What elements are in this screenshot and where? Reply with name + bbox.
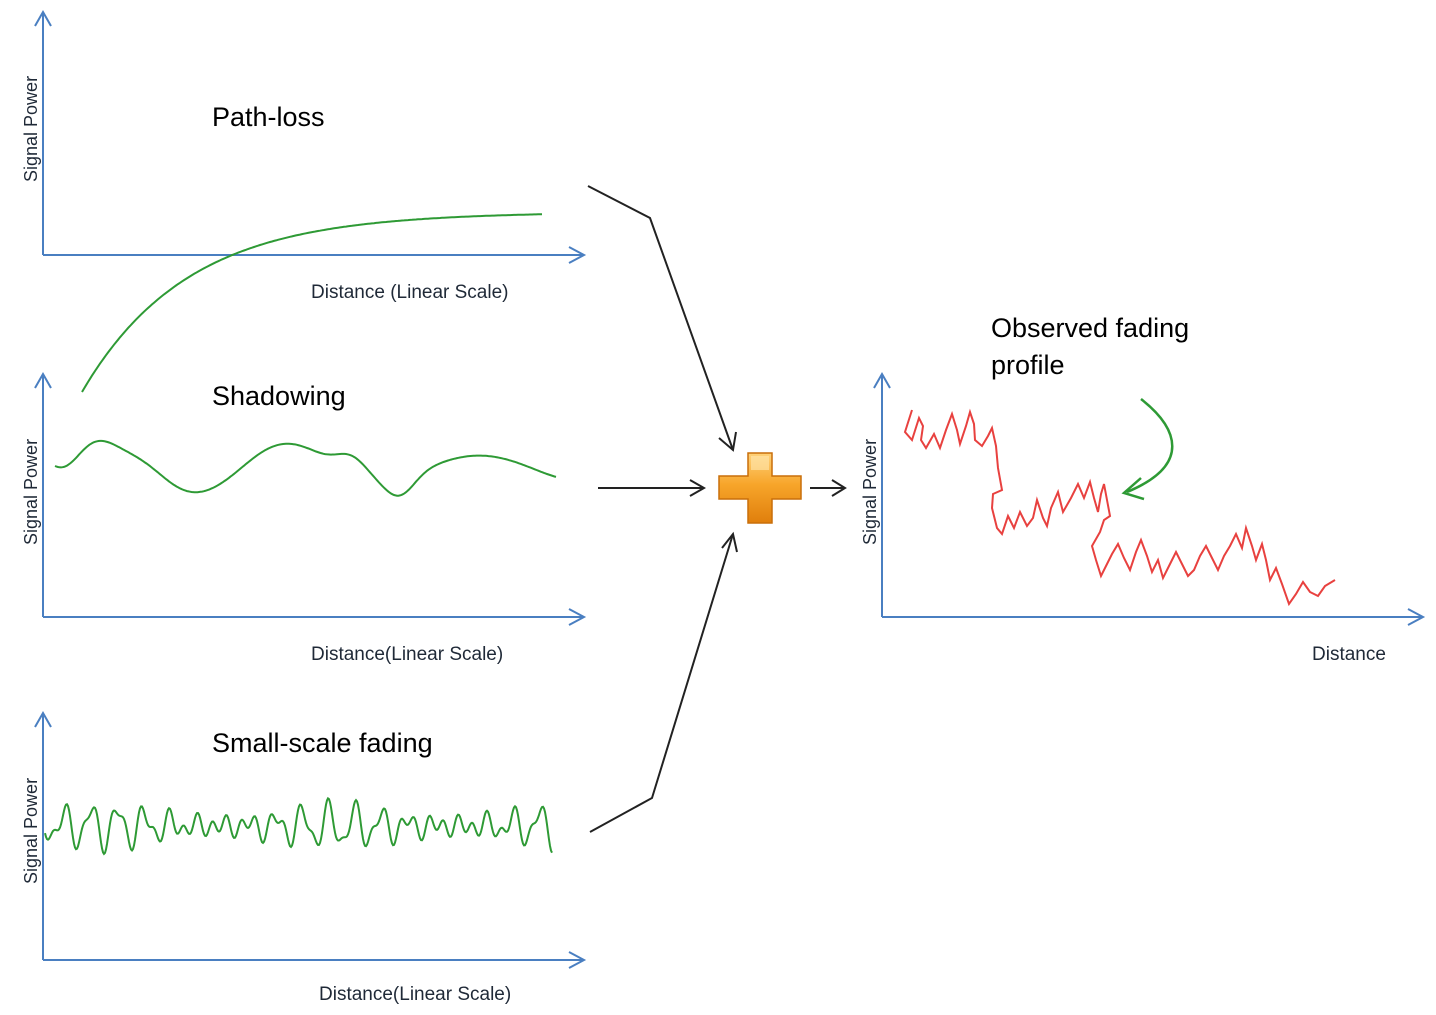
- observed-x-label: Distance: [1312, 644, 1386, 665]
- observed-curve: [903, 408, 1336, 607]
- small-scale-x-label: Distance(Linear Scale): [319, 984, 511, 1005]
- observed-y-arrowhead: [873, 371, 891, 389]
- small-scale-curve: [44, 796, 553, 856]
- shadowing-y-label: Signal Power: [21, 439, 41, 545]
- plus-icon: [718, 452, 802, 524]
- observed-pointer-arrowhead: [1121, 477, 1145, 501]
- path-loss-title: Path-loss: [212, 102, 325, 132]
- observed-title-line-2: profile: [991, 350, 1065, 380]
- small-scale-y-label: Signal Power: [21, 778, 41, 884]
- path-loss-panel: Path-loss Signal Power Distance (Linear …: [21, 9, 587, 393]
- shadowing-x-arrowhead: [568, 608, 587, 626]
- path-loss-y-label: Signal Power: [21, 76, 41, 182]
- observed-y-label: Signal Power: [860, 439, 880, 545]
- connector-output-head: [831, 479, 847, 497]
- small-scale-panel: Small-scale fading Signal Power Distance…: [21, 710, 587, 1005]
- small-scale-y-arrowhead: [34, 710, 52, 728]
- small-scale-x-arrowhead: [568, 951, 587, 969]
- path-loss-curve: [81, 213, 542, 393]
- shadowing-y-arrowhead: [34, 371, 52, 389]
- shadowing-title: Shadowing: [212, 381, 346, 411]
- connector-path-loss-head: [718, 431, 737, 452]
- path-loss-y-arrowhead: [34, 9, 52, 27]
- small-scale-title: Small-scale fading: [212, 728, 433, 758]
- connector-path-loss: [587, 185, 734, 451]
- path-loss-x-label: Distance (Linear Scale): [311, 282, 508, 303]
- shadowing-x-label: Distance(Linear Scale): [311, 644, 503, 665]
- path-loss-x-arrowhead: [568, 246, 587, 264]
- observed-x-arrowhead: [1407, 608, 1426, 626]
- connector-small-scale-head: [721, 531, 738, 553]
- observed-pointer-arrow: [1126, 398, 1174, 494]
- shadowing-curve: [54, 439, 557, 497]
- observed-panel: Observed fading profile Signal Power Dis…: [860, 313, 1426, 665]
- connector-shadowing-head: [689, 479, 707, 497]
- connectors: [587, 185, 847, 833]
- observed-title-line-1: Observed fading: [991, 313, 1189, 343]
- connector-small-scale: [589, 533, 734, 833]
- shadowing-panel: Shadowing Signal Power Distance(Linear S…: [21, 371, 587, 665]
